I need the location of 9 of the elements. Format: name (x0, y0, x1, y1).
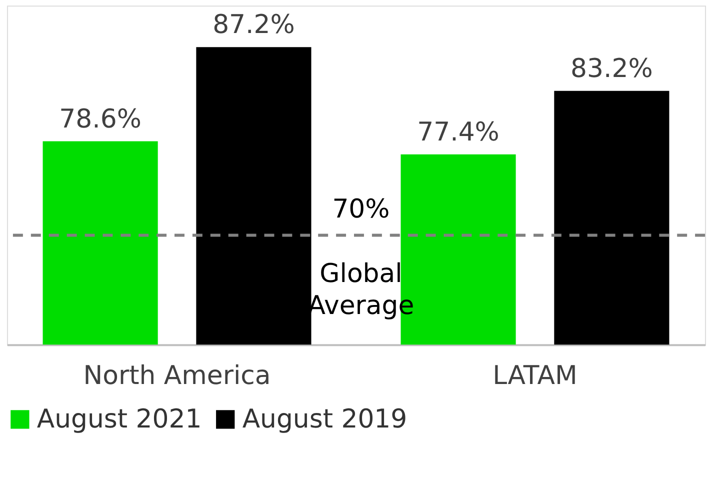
data-label: 78.6% (59, 104, 142, 134)
data-label: 87.2% (212, 10, 295, 40)
legend-label: August 2021 (36, 404, 202, 434)
data-label: 77.4% (417, 117, 500, 148)
x-tick-label: LATAM (492, 361, 578, 392)
ref-line-label: 70% (332, 194, 390, 224)
legend-label: August 2019 (242, 404, 408, 434)
x-tick-label: North America (83, 361, 271, 392)
data-label: 83.2% (570, 54, 653, 84)
